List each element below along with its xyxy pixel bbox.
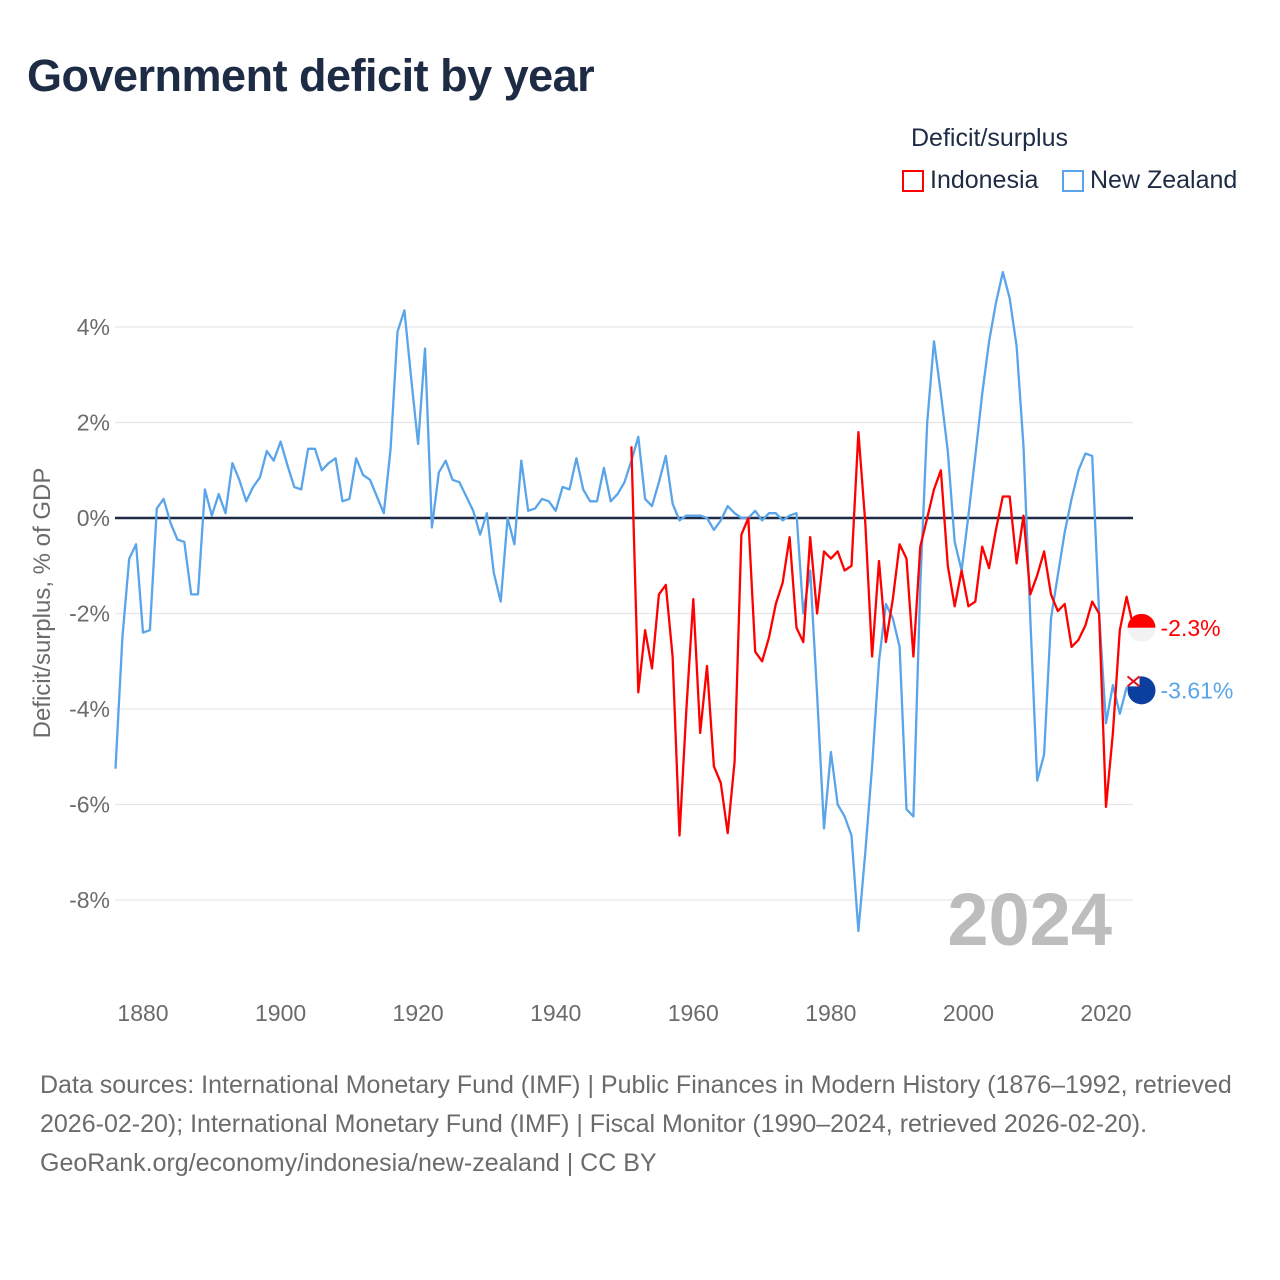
y-tick-label: 0% xyxy=(77,505,110,531)
y-tick-label: -2% xyxy=(69,601,110,627)
y-axis-label: Deficit/surplus, % of GDP xyxy=(29,468,56,739)
x-tick-label: 1920 xyxy=(393,1000,444,1026)
source-link[interactable]: GeoRank.org/economy/indonesia/new-zealan… xyxy=(40,1149,657,1177)
y-tick-label: -8% xyxy=(69,887,110,913)
legend-label-indonesia: Indonesia xyxy=(930,166,1039,194)
series-line-indonesia[interactable] xyxy=(630,430,1135,837)
x-tick-label: 1980 xyxy=(805,1000,856,1026)
y-tick-label: -6% xyxy=(69,792,110,818)
legend-item-indonesia[interactable]: Indonesia xyxy=(902,166,1038,195)
legend-label-new-zealand: New Zealand xyxy=(1090,166,1238,194)
sources-text: Data sources: International Monetary Fun… xyxy=(40,1071,1232,1138)
y-tick-label: 2% xyxy=(77,410,110,436)
x-tick-label: 2020 xyxy=(1080,1000,1131,1026)
y-tick-label: -4% xyxy=(69,696,110,722)
x-tick-label: 1960 xyxy=(668,1000,719,1026)
legend-title: Deficit/surplus xyxy=(911,124,1068,152)
end-label-indonesia: -2.3% xyxy=(1161,615,1221,641)
chart-title: Government deficit by year xyxy=(27,50,595,101)
x-tick-label: 1900 xyxy=(255,1000,306,1026)
x-tick-label: 1940 xyxy=(530,1000,581,1026)
data-sources: Data sources: International Monetary Fun… xyxy=(40,1066,1240,1183)
legend-swatch-new-zealand xyxy=(1062,169,1084,192)
flag-new-zealand-icon xyxy=(1126,675,1156,705)
year-watermark: 2024 xyxy=(947,878,1112,961)
legend-item-new-zealand[interactable]: New Zealand xyxy=(1062,166,1237,195)
series-line-new-zealand[interactable] xyxy=(114,270,1134,933)
flag-indonesia-icon xyxy=(1127,613,1156,642)
legend-swatch-indonesia xyxy=(902,169,924,192)
x-tick-label: 1880 xyxy=(117,1000,168,1026)
end-label-new-zealand: -3.61% xyxy=(1161,677,1234,703)
y-tick-label: 4% xyxy=(77,314,110,340)
x-tick-label: 2000 xyxy=(943,1000,994,1026)
